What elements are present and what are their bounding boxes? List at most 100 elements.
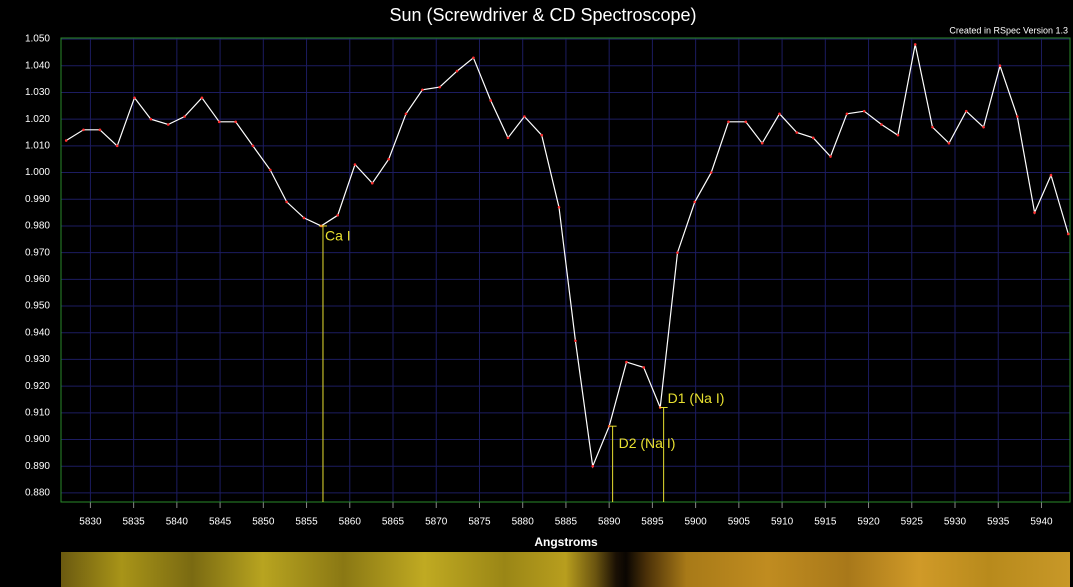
y-tick-label: 0.910 — [25, 407, 50, 418]
data-point — [166, 123, 170, 126]
data-point — [829, 155, 832, 158]
x-tick-label: 5830 — [79, 517, 102, 528]
y-tick-label: 1.040 — [25, 60, 50, 71]
x-tick-label: 5875 — [468, 517, 491, 528]
x-tick-label: 5865 — [382, 517, 405, 528]
x-tick-label: 5895 — [641, 517, 664, 528]
data-point — [982, 125, 985, 129]
data-point — [387, 157, 390, 161]
data-point — [760, 141, 764, 145]
y-tick-label: 1.010 — [25, 140, 50, 151]
data-point — [574, 339, 577, 343]
data-point — [1066, 232, 1070, 236]
y-tick-label: 0.920 — [25, 381, 50, 392]
data-point — [183, 115, 186, 118]
x-tick-label: 5940 — [1030, 517, 1053, 528]
x-tick-label: 5935 — [987, 517, 1010, 528]
credit: Created in RSpec Version 1.3 — [949, 25, 1068, 35]
y-tick-label: 0.980 — [25, 221, 50, 232]
data-point — [234, 120, 237, 124]
data-point — [845, 112, 849, 116]
y-tick-label: 0.970 — [25, 247, 50, 258]
x-tick-label: 5900 — [684, 517, 707, 528]
data-point — [455, 69, 459, 73]
data-point — [862, 109, 866, 113]
data-point — [880, 123, 883, 126]
y-tick-label: 0.880 — [25, 488, 50, 499]
data-point — [778, 112, 781, 116]
x-tick-label: 5870 — [425, 517, 448, 528]
x-tick-label: 5880 — [512, 517, 535, 528]
chart: Sun (Screwdriver & CD Spectroscope) Crea… — [25, 5, 1071, 549]
data-point — [82, 128, 85, 132]
data-point — [1033, 211, 1036, 214]
y-tick-label: 0.960 — [25, 274, 50, 285]
data-point — [709, 171, 713, 174]
x-tick-label: 5885 — [555, 517, 578, 528]
data-point — [1015, 115, 1019, 118]
x-tick-label: 5835 — [123, 517, 146, 528]
annotation-label: D1 (Na I) — [668, 390, 725, 406]
y-tick-label: 1.050 — [25, 34, 50, 45]
y-tick-label: 0.940 — [25, 327, 50, 338]
x-tick-label: 5840 — [166, 517, 189, 528]
x-tick-label: 5905 — [728, 517, 751, 528]
x-tick-label: 5890 — [598, 517, 621, 528]
data-point — [947, 141, 951, 145]
annotation-label: Ca I — [325, 228, 351, 244]
data-point — [200, 96, 204, 100]
data-point — [489, 99, 493, 102]
data-point — [693, 200, 697, 204]
data-point — [115, 144, 119, 148]
data-point — [438, 85, 441, 89]
x-axis-label: Angstroms — [534, 535, 598, 549]
y-tick-label: 1.020 — [25, 114, 50, 125]
data-point — [591, 464, 595, 468]
data-point — [931, 125, 934, 129]
x-tick-label: 5855 — [295, 517, 318, 528]
data-point — [964, 109, 968, 113]
data-point — [642, 366, 646, 369]
data-point — [896, 133, 900, 137]
data-point — [149, 117, 153, 121]
x-tick-label: 5845 — [209, 517, 232, 528]
data-point — [1049, 173, 1053, 177]
data-point — [64, 139, 68, 142]
x-tick-label: 5915 — [814, 517, 837, 528]
data-point — [133, 96, 136, 100]
y-tick-label: 1.030 — [25, 87, 50, 98]
data-point — [421, 88, 424, 92]
data-point — [523, 115, 526, 118]
data-point — [370, 181, 374, 185]
spectrum-line — [65, 44, 1069, 469]
data-point — [811, 136, 815, 140]
data-point — [540, 133, 544, 137]
data-point — [98, 128, 102, 132]
data-point — [302, 216, 306, 220]
data-point — [913, 43, 917, 46]
data-point — [625, 360, 628, 364]
y-tick-label: 0.950 — [25, 301, 50, 312]
data-point — [472, 56, 475, 60]
data-point — [727, 120, 730, 124]
data-point — [336, 213, 339, 217]
data-point — [557, 205, 561, 209]
plot-border — [60, 37, 1071, 503]
spectrum-strip — [61, 552, 1070, 587]
data-point — [285, 200, 288, 204]
x-tick-label: 5860 — [339, 517, 362, 528]
x-tick-label: 5910 — [771, 517, 794, 528]
data-point — [268, 168, 272, 172]
annotation-label: D2 (Na I) — [619, 435, 676, 451]
chart-title: Sun (Screwdriver & CD Spectroscope) — [389, 5, 696, 25]
x-tick-label: 5925 — [901, 517, 924, 528]
y-tick-label: 1.000 — [25, 167, 50, 178]
data-point — [217, 120, 221, 124]
x-tick-label: 5920 — [857, 517, 880, 528]
y-tick-label: 0.990 — [25, 194, 50, 205]
data-point — [744, 120, 748, 124]
data-point — [404, 112, 408, 116]
x-tick-label: 5930 — [944, 517, 967, 528]
data-point — [251, 144, 255, 148]
data-point — [506, 136, 510, 140]
